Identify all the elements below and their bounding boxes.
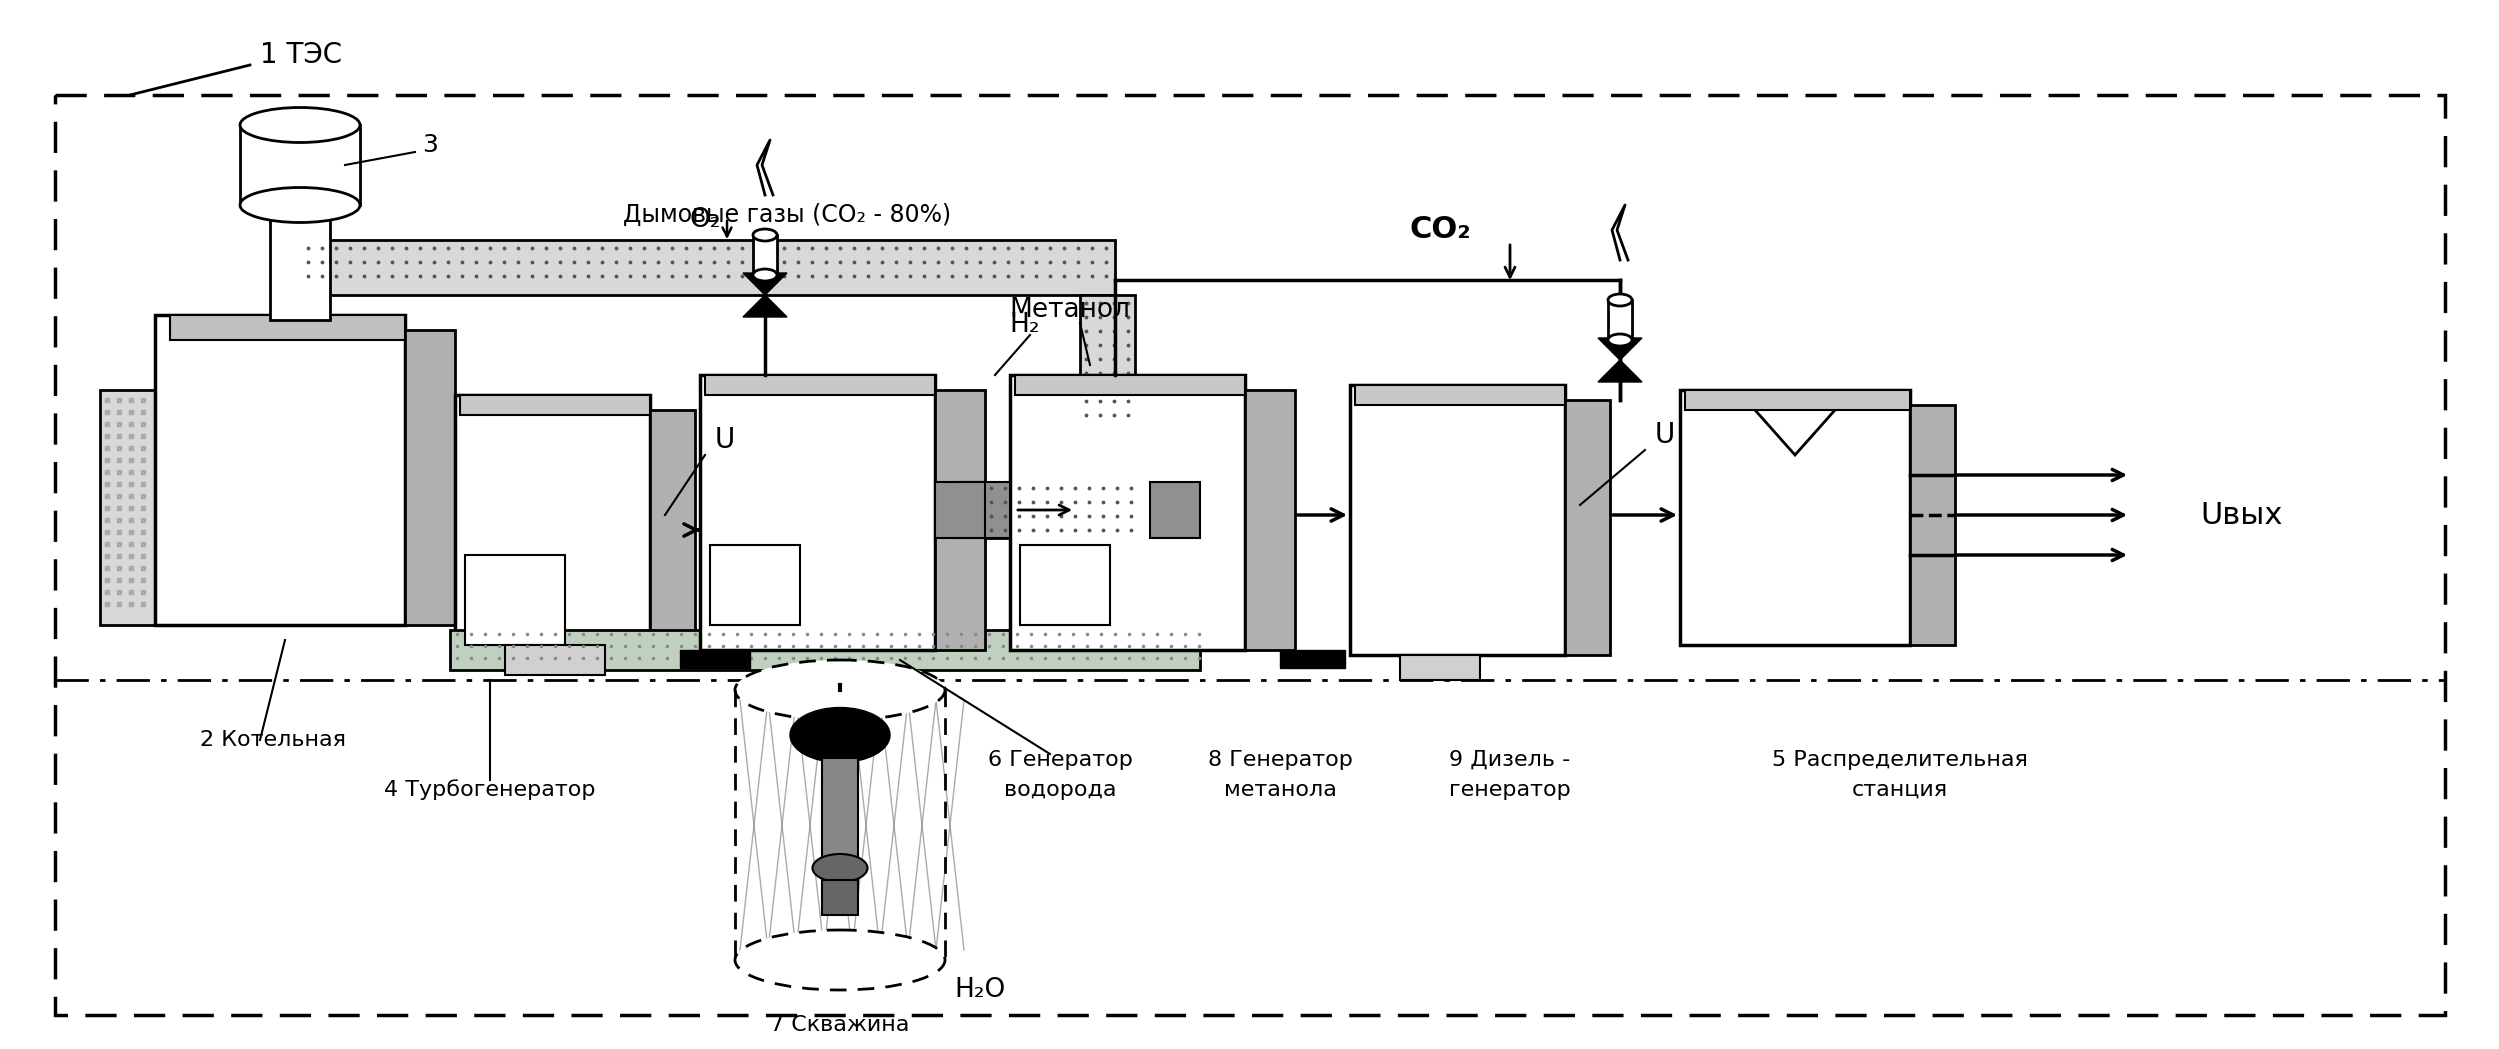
Bar	[455, 395, 650, 645]
Text: 6 Генератор: 6 Генератор	[987, 750, 1132, 770]
Text: O₂: O₂	[690, 207, 720, 233]
Text: U: U	[715, 426, 735, 454]
Bar	[1909, 405, 1954, 645]
Bar	[650, 410, 695, 645]
Polygon shape	[1597, 360, 1642, 382]
Text: генератор: генератор	[1449, 780, 1572, 800]
Ellipse shape	[735, 660, 945, 720]
Bar	[1399, 655, 1479, 680]
Bar	[1279, 650, 1344, 668]
Bar	[822, 758, 857, 868]
Text: 3: 3	[422, 133, 437, 157]
Bar	[1684, 390, 1909, 410]
Bar	[985, 481, 1150, 538]
Ellipse shape	[1607, 294, 1632, 306]
Bar	[1015, 374, 1245, 395]
Bar	[1010, 374, 1245, 650]
Bar	[1354, 385, 1564, 405]
Text: 8 Генератор: 8 Генератор	[1207, 750, 1352, 770]
Text: метанола: метанола	[1225, 780, 1337, 800]
Bar	[1020, 545, 1110, 625]
Bar	[822, 880, 857, 915]
Bar	[1564, 400, 1609, 655]
Text: 7 Скважина: 7 Скважина	[770, 1015, 910, 1035]
Bar	[680, 650, 750, 668]
Text: Uвых: Uвых	[2199, 500, 2282, 530]
Bar	[1080, 295, 1135, 430]
Bar	[100, 390, 155, 625]
Text: 4 Турбогенератор: 4 Турбогенератор	[385, 779, 595, 800]
Text: Метанол: Метанол	[1010, 297, 1130, 323]
Bar	[465, 555, 565, 645]
Text: станция: станция	[1852, 780, 1949, 800]
Ellipse shape	[790, 707, 890, 763]
Text: U: U	[1654, 421, 1674, 449]
Text: 5 Распределительная: 5 Распределительная	[1772, 750, 2027, 770]
Text: H₂O: H₂O	[955, 977, 1005, 1003]
Bar	[270, 175, 330, 320]
Bar	[752, 235, 777, 275]
Text: 2 Котельная: 2 Котельная	[200, 730, 345, 750]
Bar	[170, 315, 405, 340]
Bar	[460, 395, 650, 415]
Bar	[155, 315, 405, 625]
Ellipse shape	[240, 107, 360, 143]
Polygon shape	[742, 295, 787, 317]
Bar	[505, 645, 605, 675]
Polygon shape	[742, 273, 787, 295]
Bar	[300, 240, 1115, 295]
Bar	[710, 545, 800, 625]
Ellipse shape	[240, 188, 360, 222]
Text: 1 ТЭС: 1 ТЭС	[260, 41, 342, 69]
Bar	[1245, 390, 1294, 650]
Bar	[700, 374, 935, 650]
Bar	[1607, 300, 1632, 340]
Bar	[960, 481, 1010, 538]
Polygon shape	[1150, 481, 1200, 538]
Text: Дымовые газы (CO₂ - 80%): Дымовые газы (CO₂ - 80%)	[622, 204, 952, 227]
Ellipse shape	[735, 930, 945, 990]
Bar	[405, 330, 455, 625]
Bar	[450, 630, 1200, 670]
Polygon shape	[1597, 338, 1642, 360]
Ellipse shape	[1607, 334, 1632, 346]
Ellipse shape	[812, 854, 867, 882]
Ellipse shape	[752, 229, 777, 241]
Bar	[1349, 385, 1564, 655]
Bar	[935, 390, 985, 650]
Polygon shape	[935, 481, 985, 538]
Text: CO₂: CO₂	[1409, 215, 1472, 244]
Bar	[240, 125, 360, 205]
Text: водорода: водорода	[1005, 780, 1117, 800]
Text: H₂: H₂	[1010, 312, 1040, 338]
Bar	[55, 95, 2444, 1015]
Text: 9 Дизель -: 9 Дизель -	[1449, 750, 1572, 770]
Ellipse shape	[752, 269, 777, 281]
Bar	[705, 374, 935, 395]
Bar	[1679, 390, 1909, 645]
